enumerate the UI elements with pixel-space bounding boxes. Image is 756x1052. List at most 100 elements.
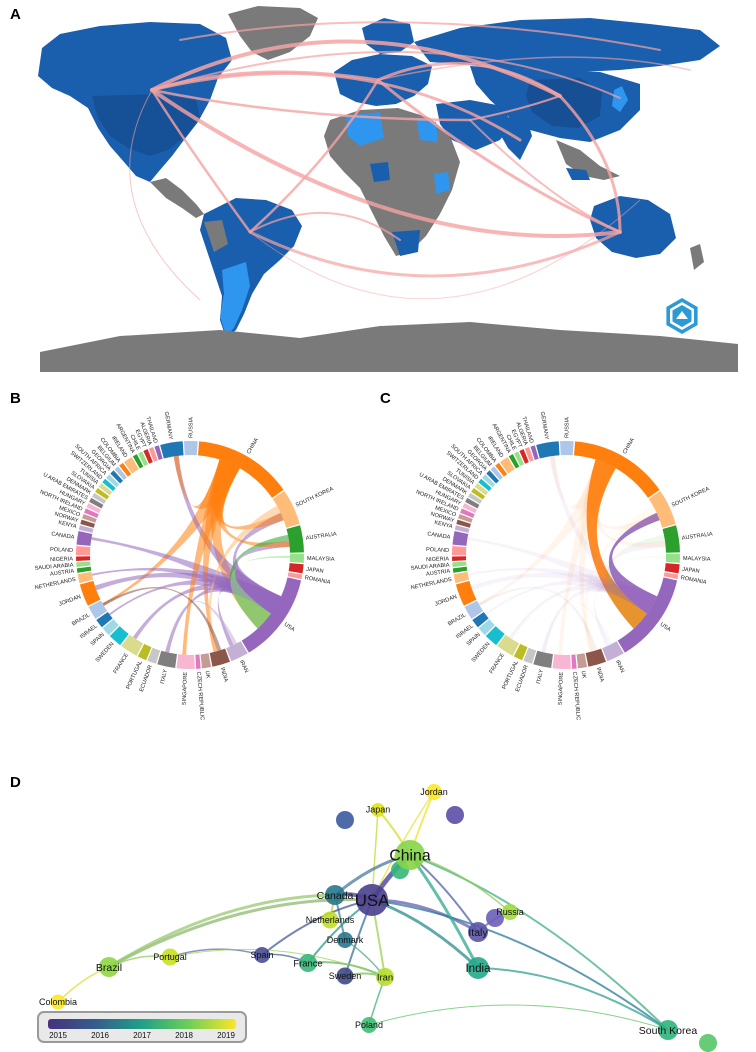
network-node-label: Italy [468, 927, 488, 939]
chord-b-country-label: INDIA [219, 667, 229, 683]
chord-c-country-label: JAPAN [682, 567, 700, 575]
chord-c-arc [453, 571, 470, 584]
chord-b-arc [110, 470, 124, 484]
network-node [426, 784, 442, 800]
chord-c-country-label: AUSTRIA [426, 568, 451, 577]
network-node-unlabeled [446, 806, 464, 824]
chord-b-country-label: IRAN [238, 659, 249, 674]
chord-b-arc [286, 525, 304, 553]
panel-label-b: B [10, 390, 21, 407]
chord-c-ribbon [586, 459, 647, 629]
chord-c-country-label: ECUADOR [515, 664, 530, 692]
chord-b-arc [289, 553, 304, 563]
chord-c-arc [486, 470, 500, 484]
map-japan [612, 86, 628, 112]
map-malaysia [566, 168, 590, 180]
chord-c-arc [617, 577, 678, 653]
network-node-label: Canada [317, 890, 354, 902]
map-nigeria [370, 162, 390, 182]
chord-c-ribbon [608, 512, 660, 614]
chord-b-arc [123, 457, 139, 474]
chord-c-ribbon [467, 567, 658, 614]
chord-b-country-label: GERMANY [163, 411, 174, 440]
chord-b-country-label: SPAIN [90, 632, 106, 647]
chord-c-arc [513, 643, 528, 661]
chord-b-country-label: POLAND [50, 547, 73, 554]
legend-tick-2017: 2017 [133, 1031, 151, 1040]
legend-tick-2015: 2015 [49, 1031, 67, 1040]
chord-b-ribbon [208, 505, 281, 653]
map-kenya [434, 172, 450, 194]
network-node-label: Spain [250, 950, 273, 960]
chord-c-ribbon [588, 459, 660, 530]
chord-c-arc [514, 451, 525, 466]
chord-c-arc [452, 556, 467, 562]
chord-b-arc [76, 531, 93, 546]
chord-c-country-label: CHINA [622, 437, 636, 455]
chord-c-arc [571, 654, 577, 669]
chord-b-arc [121, 634, 144, 656]
chord-c-arc [497, 634, 520, 656]
chord-b-arc [76, 556, 91, 562]
chord-c-arc [482, 474, 496, 488]
network-node [99, 957, 119, 977]
map-south-america [200, 198, 302, 338]
chord-b-arc [195, 654, 201, 669]
chord-c-arc [495, 462, 508, 477]
network-node-label: South Korea [639, 1025, 698, 1037]
network-node [161, 948, 179, 966]
chord-c-ribbon [541, 601, 614, 653]
network-node [336, 967, 354, 985]
chord-b-ribbon [182, 459, 240, 655]
chord-b-country-label: JORDAN [58, 594, 82, 608]
network-node [467, 957, 489, 979]
chord-c-country-label: NETHERLANDS [410, 577, 452, 592]
chord-b-arc [96, 611, 113, 628]
chord-c-ribbon [467, 536, 658, 614]
chord-c-ribbon [558, 459, 616, 655]
chord-b-arc [241, 577, 302, 653]
chord-c-country-label: SINGAPORE [558, 672, 565, 706]
chord-b-country-label: ECUADOR [139, 664, 154, 692]
chord-c-country-label: CZECH REPUBLIC [571, 671, 581, 720]
network-node-label: Iran [377, 972, 393, 983]
chord-b-country-label: NETHERLANDS [34, 577, 76, 592]
chord-c-arc [471, 487, 486, 500]
network-node-label: Jordan [420, 787, 448, 797]
chord-c-arc [456, 519, 471, 528]
chord-c-arc [519, 449, 529, 464]
chord-c-arc [462, 503, 477, 514]
chord-b-country-label: UK [204, 670, 211, 679]
chord-c-arc [478, 478, 492, 492]
chord-b-country-label: CZECH REPUBLIC [195, 671, 205, 720]
network-node [325, 885, 345, 905]
network-node-label: Sweden [329, 971, 362, 981]
chord-c-arc [499, 457, 515, 474]
chord-b-arc [226, 641, 248, 662]
map-south-africa [392, 230, 420, 256]
chord-b-arc [176, 654, 195, 670]
network-node [395, 840, 425, 870]
chord-c-arc [472, 611, 489, 628]
chord-b-country-label: CANADA [51, 531, 75, 540]
chord-c-country-label: NIGERIA [426, 556, 449, 563]
network-edge [169, 948, 263, 958]
chord-b-arc [114, 466, 127, 480]
chord-c-arc [478, 619, 495, 636]
chord-b-country-label: SOUTH KOREA [295, 486, 335, 509]
chord-c-arc [490, 466, 503, 480]
chord-b-arc [106, 474, 120, 488]
chord-c-arc [458, 513, 473, 523]
logo-badge-icon [666, 298, 698, 334]
chord-b-country-label: RUSSIA [188, 417, 194, 438]
network-node [502, 904, 518, 920]
map-se-asia [556, 140, 620, 180]
network-edge [107, 893, 337, 969]
network-node [356, 884, 388, 916]
chord-c-country-label: CANADA [427, 531, 451, 540]
network-node [299, 954, 317, 972]
chord-c-arc [552, 654, 571, 670]
network-node-label: Poland [355, 1020, 383, 1030]
chord-c-arc [460, 508, 475, 518]
